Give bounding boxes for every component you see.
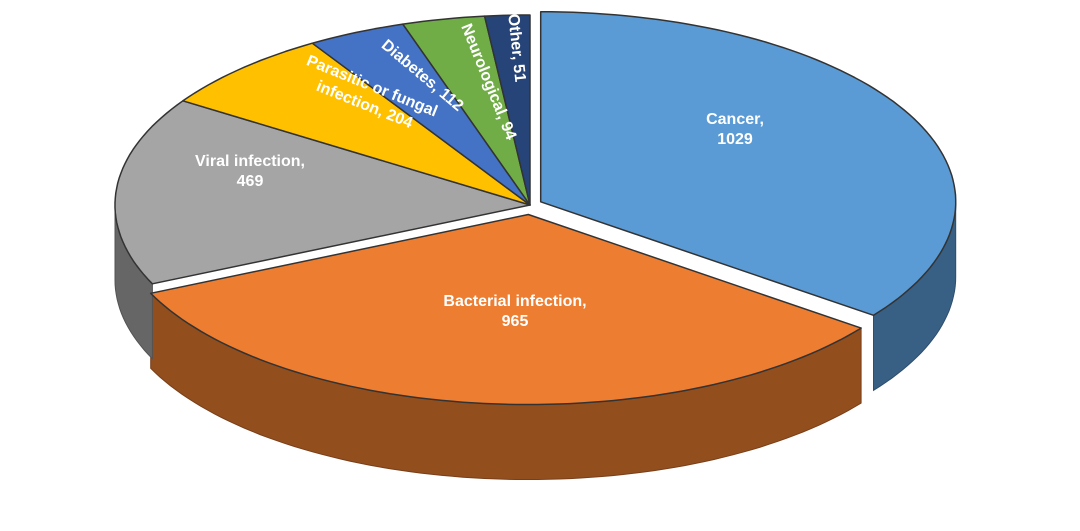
pie-slice (114, 100, 531, 285)
data-label-line: Viral infection, (195, 153, 305, 170)
data-label-line: 469 (237, 173, 264, 190)
data-label: Viral infection, 469 (195, 153, 305, 190)
data-label-line: 965 (502, 313, 529, 330)
pie-slice (402, 15, 531, 206)
pie-slice (182, 42, 531, 206)
data-label: Bacterial infection, 965 (443, 293, 586, 330)
pie-slice (483, 14, 531, 206)
data-label-line: Cancer, (706, 111, 764, 128)
data-label-line: 1029 (717, 131, 753, 148)
pie-slice (311, 23, 531, 206)
data-label-line: Bacterial infection, (443, 293, 586, 310)
data-label: Cancer, 1029 (706, 111, 764, 148)
pie-slice (539, 11, 957, 317)
pie-slice (149, 213, 862, 406)
